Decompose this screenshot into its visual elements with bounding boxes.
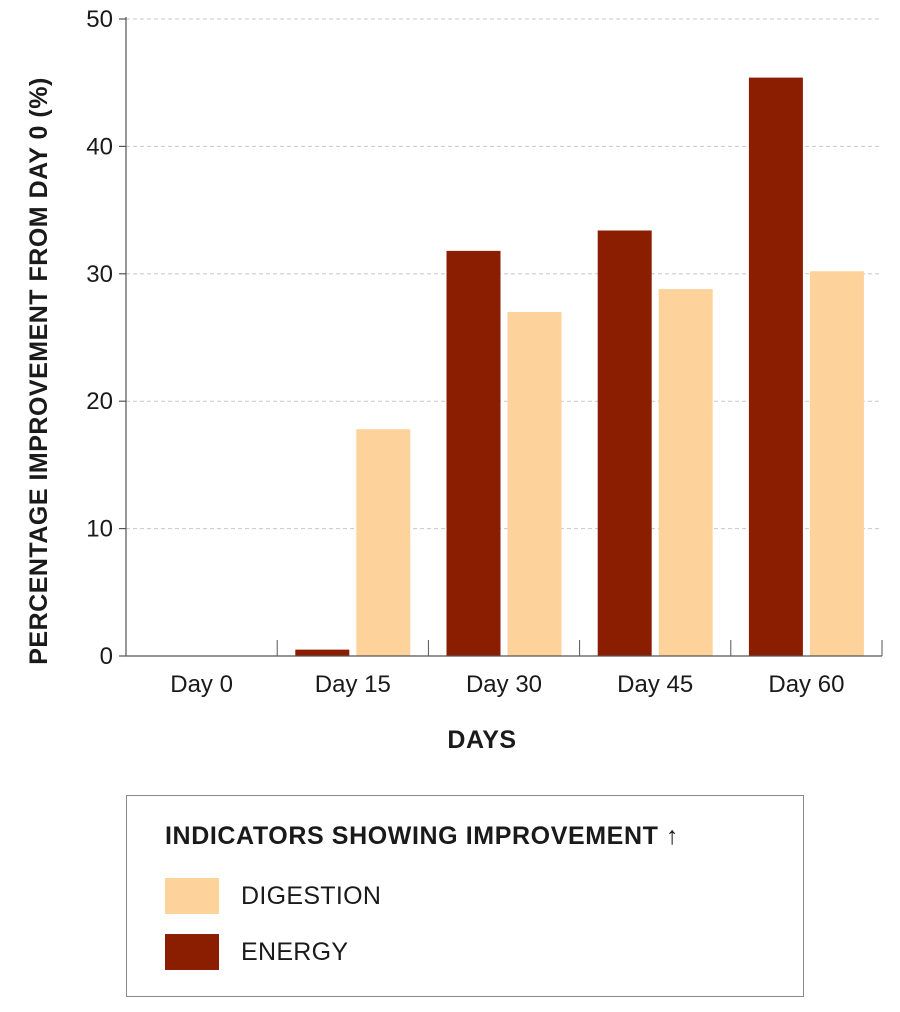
x-tick-label: Day 15 xyxy=(315,671,391,698)
x-axis-title: DAYS xyxy=(447,726,516,754)
bars xyxy=(295,77,864,657)
x-tick-label: Day 45 xyxy=(617,671,693,698)
bar-digestion-day-45 xyxy=(658,289,713,656)
y-axis-title: PERCENTAGE IMPROVEMENT FROM DAY 0 (%) xyxy=(25,77,53,665)
legend-item-digestion: DIGESTION xyxy=(165,878,381,914)
legend-label-energy: ENERGY xyxy=(241,937,349,966)
bar-digestion-day-15 xyxy=(356,429,411,656)
x-tick-labels: Day 0 Day 15 Day 30 Day 45 Day 60 xyxy=(170,671,844,698)
bar-energy-day-60 xyxy=(748,77,803,656)
bar-digestion-day-60 xyxy=(809,271,864,656)
y-tick-labels: 0 10 20 30 40 50 xyxy=(86,6,113,670)
y-tick-label: 0 xyxy=(100,643,113,670)
legend-swatch-digestion xyxy=(165,878,219,914)
y-tick-label: 20 xyxy=(86,388,113,415)
x-tick-label: Day 60 xyxy=(768,671,844,698)
y-tick-label: 50 xyxy=(86,6,113,33)
y-tick-label: 10 xyxy=(86,516,113,543)
legend-label-digestion: DIGESTION xyxy=(241,881,382,910)
axes xyxy=(119,17,883,657)
bar-chart: 0 10 20 30 40 50 Day 0 Day 15 Day 30 Day 45 Day 6… xyxy=(25,6,883,754)
x-tick-label: Day 30 xyxy=(466,671,542,698)
bar-digestion-day-30 xyxy=(507,312,562,656)
y-tick-label: 30 xyxy=(86,261,113,288)
legend-item-energy: ENERGY xyxy=(165,934,348,970)
legend-swatch-energy xyxy=(165,934,219,970)
x-tick-label: Day 0 xyxy=(170,671,233,698)
bar-energy-day-15 xyxy=(295,649,350,656)
legend: INDICATORS SHOWING IMPROVEMENT ↑ DIGESTI… xyxy=(126,795,804,997)
legend-title: INDICATORS SHOWING IMPROVEMENT ↑ xyxy=(165,822,680,850)
bar-energy-day-30 xyxy=(446,250,501,657)
bar-energy-day-45 xyxy=(597,230,652,656)
y-tick-label: 40 xyxy=(86,133,113,160)
